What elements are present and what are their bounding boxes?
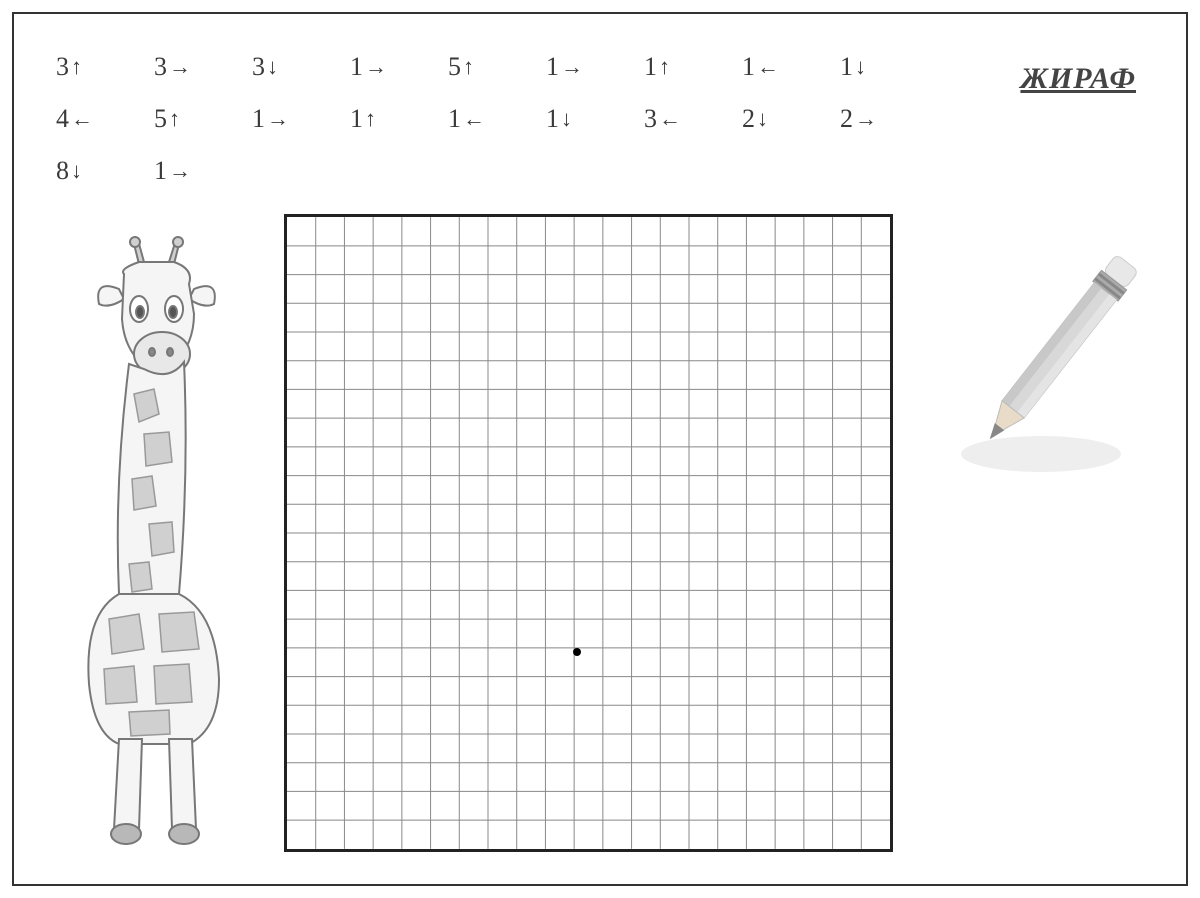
instruction-step: 1← (742, 52, 792, 82)
arrow-up-icon: ↑ (463, 54, 474, 80)
instruction-step: 8↓ (56, 156, 106, 186)
instruction-number: 1 (350, 52, 363, 82)
instruction-step: 1↑ (350, 104, 400, 134)
arrow-up-icon: ↑ (659, 54, 670, 80)
instructions-block: 3↑3→3↓1→5↑1→1↑1←1↓4←5↑1→1↑1←1↓3←2↓2→8↓1→ (56, 52, 856, 208)
arrow-down-icon: ↓ (757, 106, 768, 132)
instruction-number: 2 (742, 104, 755, 134)
instruction-number: 1 (546, 104, 559, 134)
arrow-right-icon: → (365, 54, 387, 80)
arrow-down-icon: ↓ (561, 106, 572, 132)
arrow-left-icon: ← (463, 106, 485, 132)
instruction-step: 3↓ (252, 52, 302, 82)
instruction-number: 1 (252, 104, 265, 134)
instruction-number: 5 (448, 52, 461, 82)
arrow-left-icon: ← (71, 106, 93, 132)
arrow-up-icon: ↑ (365, 106, 376, 132)
instruction-row: 3↑3→3↓1→5↑1→1↑1←1↓ (56, 52, 856, 82)
arrow-right-icon: → (169, 54, 191, 80)
instruction-number: 3 (56, 52, 69, 82)
instruction-number: 1 (546, 52, 559, 82)
instruction-step: 4← (56, 104, 106, 134)
instruction-number: 1 (742, 52, 755, 82)
grid-lines (287, 217, 890, 849)
instruction-row: 4←5↑1→1↑1←1↓3←2↓2→ (56, 104, 856, 134)
arrow-left-icon: ← (757, 54, 779, 80)
instruction-number: 1 (840, 52, 853, 82)
start-dot (573, 648, 581, 656)
instruction-step: 3← (644, 104, 694, 134)
instruction-number: 5 (154, 104, 167, 134)
instruction-step: 2↓ (742, 104, 792, 134)
instruction-step: 5↑ (154, 104, 204, 134)
arrow-up-icon: ↑ (71, 54, 82, 80)
arrow-right-icon: → (267, 106, 289, 132)
arrow-down-icon: ↓ (267, 54, 278, 80)
instruction-step: 1→ (154, 156, 204, 186)
instruction-step: 1→ (546, 52, 596, 82)
pencil-illustration (946, 244, 1146, 484)
instruction-step: 1← (448, 104, 498, 134)
instruction-step: 1↓ (546, 104, 596, 134)
instruction-number: 4 (56, 104, 69, 134)
instruction-number: 2 (840, 104, 853, 134)
instruction-number: 1 (644, 52, 657, 82)
instruction-step: 2→ (840, 104, 890, 134)
arrow-right-icon: → (561, 54, 583, 80)
instruction-step: 1↓ (840, 52, 890, 82)
instruction-step: 1→ (350, 52, 400, 82)
instruction-number: 3 (154, 52, 167, 82)
instruction-row: 8↓ 1→ (56, 156, 856, 186)
instruction-step: 5↑ (448, 52, 498, 82)
arrow-down-icon: ↓ (71, 158, 82, 184)
worksheet-title: ЖИРАФ (1020, 62, 1136, 96)
giraffe-illustration (44, 234, 264, 854)
arrow-right-icon: → (855, 106, 877, 132)
instruction-number: 1 (448, 104, 461, 134)
instruction-step: 3↑ (56, 52, 106, 82)
instruction-step: 1→ (252, 104, 302, 134)
arrow-right-icon: → (169, 158, 191, 184)
worksheet-frame: ЖИРАФ 3↑3→3↓1→5↑1→1↑1←1↓4←5↑1→1↑1←1↓3←2↓… (12, 12, 1188, 886)
drawing-grid[interactable] (284, 214, 893, 852)
instruction-number: 3 (252, 52, 265, 82)
instruction-number: 8 (56, 156, 69, 186)
instruction-number: 3 (644, 104, 657, 134)
arrow-down-icon: ↓ (855, 54, 866, 80)
instruction-step: 1↑ (644, 52, 694, 82)
instruction-step: 3→ (154, 52, 204, 82)
arrow-up-icon: ↑ (169, 106, 180, 132)
instruction-number: 1 (350, 104, 363, 134)
arrow-left-icon: ← (659, 106, 681, 132)
instruction-number: 1 (154, 156, 167, 186)
